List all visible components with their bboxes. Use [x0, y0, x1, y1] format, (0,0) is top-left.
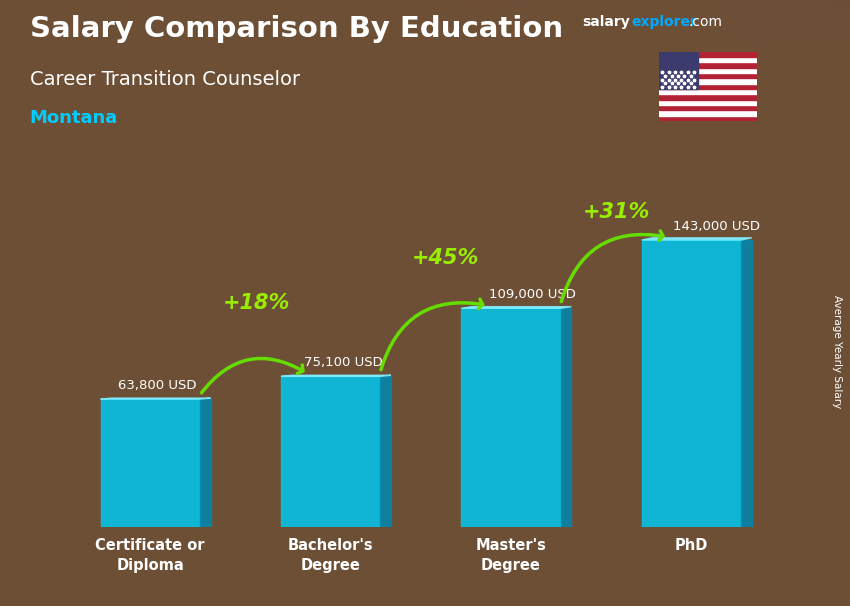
Polygon shape	[200, 399, 211, 527]
Polygon shape	[659, 89, 756, 95]
Text: 63,800 USD: 63,800 USD	[118, 379, 196, 392]
Polygon shape	[659, 52, 698, 89]
Polygon shape	[659, 62, 756, 68]
Polygon shape	[100, 398, 211, 399]
Polygon shape	[659, 110, 756, 116]
Text: +45%: +45%	[412, 248, 479, 268]
Polygon shape	[659, 52, 756, 57]
Polygon shape	[741, 240, 751, 527]
Text: 75,100 USD: 75,100 USD	[303, 356, 382, 369]
Text: salary: salary	[582, 15, 630, 29]
Polygon shape	[659, 95, 756, 100]
Polygon shape	[380, 376, 391, 527]
Polygon shape	[659, 57, 756, 62]
Polygon shape	[659, 78, 756, 84]
Text: Average Yearly Salary: Average Yearly Salary	[832, 295, 842, 408]
Polygon shape	[281, 376, 380, 527]
Polygon shape	[659, 116, 756, 121]
Text: explorer: explorer	[632, 15, 697, 29]
Polygon shape	[642, 238, 751, 240]
Text: Montana: Montana	[30, 109, 118, 127]
Polygon shape	[659, 84, 756, 89]
Polygon shape	[659, 105, 756, 110]
Polygon shape	[462, 308, 560, 527]
Polygon shape	[560, 308, 571, 527]
Text: 143,000 USD: 143,000 USD	[673, 220, 760, 233]
Polygon shape	[659, 68, 756, 73]
Text: 109,000 USD: 109,000 USD	[490, 288, 576, 301]
Text: Salary Comparison By Education: Salary Comparison By Education	[30, 15, 563, 43]
Polygon shape	[100, 399, 200, 527]
Text: +31%: +31%	[583, 202, 650, 222]
Polygon shape	[281, 375, 391, 376]
Polygon shape	[462, 307, 571, 308]
Text: Career Transition Counselor: Career Transition Counselor	[30, 70, 300, 88]
Polygon shape	[659, 100, 756, 105]
Polygon shape	[642, 240, 741, 527]
Text: +18%: +18%	[223, 293, 290, 313]
Text: .com: .com	[688, 15, 722, 29]
Polygon shape	[659, 73, 756, 78]
